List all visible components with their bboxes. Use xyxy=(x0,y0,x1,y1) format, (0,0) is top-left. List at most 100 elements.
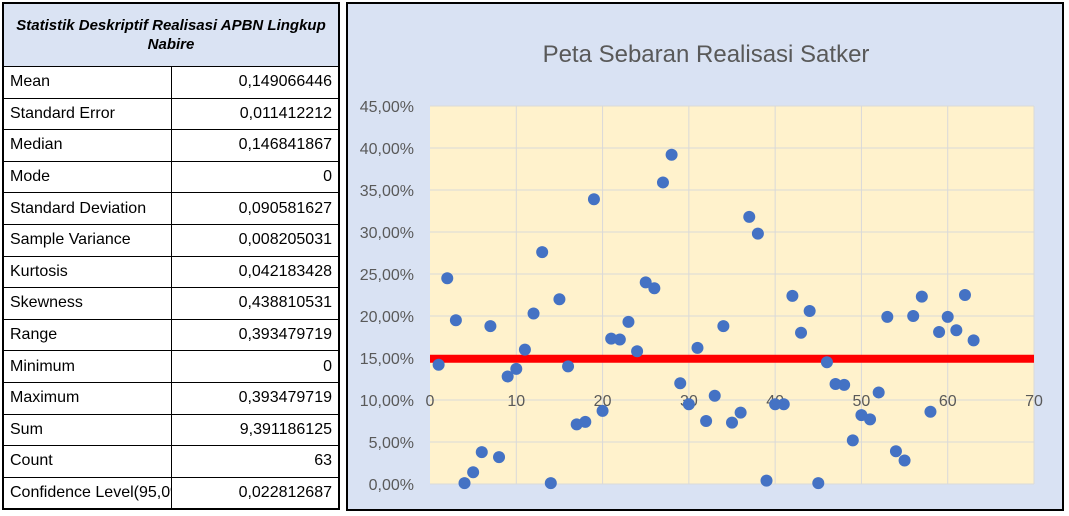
data-point xyxy=(820,356,833,369)
data-point xyxy=(838,378,851,391)
data-point xyxy=(475,446,488,459)
stat-label: Kurtosis xyxy=(2,255,172,289)
data-point xyxy=(898,454,911,467)
data-point xyxy=(708,389,721,402)
stat-value: 0,011412212 xyxy=(170,97,340,131)
table-row: Maximum 0,393479719 xyxy=(2,381,340,415)
stat-label: Sample Variance xyxy=(2,223,172,257)
chart-title: Peta Sebaran Realisasi Satker xyxy=(543,41,870,68)
table-row: Sample Variance 0,008205031 xyxy=(2,223,340,257)
data-point xyxy=(881,310,894,323)
stat-label: Mode xyxy=(2,160,172,194)
data-point xyxy=(941,310,954,323)
stat-value: 0,438810531 xyxy=(170,287,340,320)
data-point xyxy=(579,415,592,428)
data-point xyxy=(544,477,557,490)
data-point xyxy=(441,272,454,285)
data-point xyxy=(777,398,790,411)
y-tick-label: 15,00% xyxy=(360,351,414,368)
data-point xyxy=(596,404,609,417)
scatter-chart: Peta Sebaran Realisasi Satker 0,00% 5,00%… xyxy=(360,41,1043,494)
data-point xyxy=(639,276,652,289)
x-tick-label: 50 xyxy=(853,393,871,410)
stat-value: 63 xyxy=(170,445,340,478)
data-point xyxy=(829,378,842,391)
x-tick-label: 20 xyxy=(594,393,612,410)
gridlines xyxy=(430,105,1035,485)
data-point xyxy=(613,333,626,346)
x-tick-label: 70 xyxy=(1025,393,1043,410)
data-point xyxy=(726,416,738,429)
data-point xyxy=(536,246,549,259)
data-point xyxy=(622,315,635,328)
y-tick-label: 45,00% xyxy=(360,99,414,116)
table-row: Standard Deviation 0,090581627 xyxy=(2,192,340,225)
data-point xyxy=(562,360,575,373)
data-point xyxy=(501,370,514,383)
data-point xyxy=(432,358,445,371)
y-tick-label: 5,00% xyxy=(369,435,414,452)
data-point xyxy=(648,282,661,295)
table-row: Minimum 0 xyxy=(2,350,340,383)
data-point xyxy=(682,398,695,411)
stat-value: 0,393479719 xyxy=(170,381,340,415)
stat-value: 0 xyxy=(170,160,340,194)
data-point xyxy=(958,289,971,301)
stat-label: Sum xyxy=(2,413,172,447)
table-row: Median 0,146841867 xyxy=(2,129,340,162)
stat-value: 0,090581627 xyxy=(170,192,340,225)
data-point xyxy=(760,474,773,487)
stat-value: 0,022812687 xyxy=(170,476,340,510)
descriptive-statistics-table: Statistik Deskriptif Realisasi APBN Ling… xyxy=(2,2,340,511)
data-point xyxy=(846,434,859,447)
data-point xyxy=(872,386,885,399)
stat-value: 0,393479719 xyxy=(170,318,340,352)
data-point xyxy=(518,343,531,356)
data-point xyxy=(484,320,497,333)
data-point xyxy=(769,398,782,411)
data-point xyxy=(449,314,462,327)
stat-label: Standard Error xyxy=(2,97,172,131)
data-point xyxy=(915,290,928,303)
stat-value: 0,042183428 xyxy=(170,255,340,289)
stat-label: Minimum xyxy=(2,350,172,383)
stat-value: 0,149066446 xyxy=(170,66,340,99)
data-point xyxy=(812,477,825,490)
stat-label: Skewness xyxy=(2,287,172,320)
stat-value: 9,391186125 xyxy=(170,413,340,447)
stat-value: 0,008205031 xyxy=(170,223,340,257)
data-point xyxy=(700,415,713,427)
stat-label: Count xyxy=(2,445,172,478)
y-tick-label: 40,00% xyxy=(360,141,414,158)
data-point xyxy=(674,377,687,390)
data-point xyxy=(665,148,678,161)
y-tick-label: 35,00% xyxy=(360,183,414,200)
data-points xyxy=(432,148,980,490)
y-tick-label: 0,00% xyxy=(369,477,414,494)
table-title: Statistik Deskriptif Realisasi APBN Ling… xyxy=(2,2,340,67)
y-tick-label: 20,00% xyxy=(360,309,414,326)
stat-label: Standard Deviation xyxy=(2,192,172,225)
stat-label: Confidence Level(95,0%) xyxy=(2,476,172,510)
data-point xyxy=(933,325,946,338)
stat-label: Median xyxy=(2,129,172,162)
table-row: Skewness 0,438810531 xyxy=(2,287,340,320)
data-point xyxy=(864,413,877,426)
data-point xyxy=(605,332,618,345)
data-point xyxy=(950,324,963,337)
table-row: Mean 0,149066446 xyxy=(2,66,340,99)
data-point xyxy=(743,210,756,223)
data-point xyxy=(467,466,480,479)
data-point xyxy=(493,451,506,464)
stat-label: Range xyxy=(2,318,172,352)
data-point xyxy=(751,227,764,240)
scatter-chart-panel: Peta Sebaran Realisasi Satker 0,00% 5,00%… xyxy=(346,2,1064,511)
data-point xyxy=(631,345,644,358)
data-point xyxy=(889,445,902,458)
y-tick-label: 25,00% xyxy=(360,267,414,284)
table-row: Range 0,393479719 xyxy=(2,318,340,352)
data-point xyxy=(786,289,799,302)
axis-ticks: 0,00% 5,00% 10,00% 15,00% 20,00% 25,00% 30,00%… xyxy=(360,99,1043,494)
data-point xyxy=(803,304,816,317)
table-row: Mode 0 xyxy=(2,160,340,194)
